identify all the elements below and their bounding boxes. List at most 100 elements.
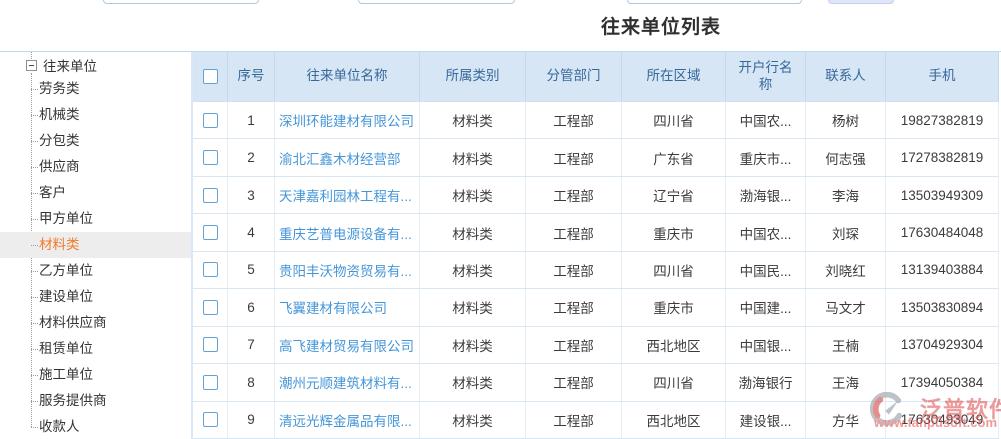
sidebar-item-label: 分包类 <box>39 133 80 148</box>
cell-region: 四川省 <box>622 251 726 289</box>
sidebar-item-label: 建设单位 <box>39 289 93 304</box>
cell-category: 材料类 <box>420 102 526 139</box>
cell-checkbox <box>193 326 228 364</box>
row-checkbox[interactable] <box>202 262 218 278</box>
cell-region: 西北地区 <box>622 401 726 438</box>
company-name-link[interactable]: 天津嘉利园林工程有... <box>275 176 420 214</box>
sidebar-item[interactable]: 机械类 <box>0 102 191 128</box>
cell-row-number: 6 <box>228 289 275 326</box>
sidebar-item-label: 客户 <box>39 185 66 200</box>
table-row: 4 重庆艺普电源设备有... 材料类 工程部 重庆市 中国农... 刘琛 176… <box>193 214 999 252</box>
cell-bank: 建设银... <box>726 401 806 438</box>
cell-row-number: 1 <box>228 102 275 139</box>
table-header-row: 序号 往来单位名称 所属类别 分管部门 所在区域 开户行名称 联系人 手机 <box>193 52 999 102</box>
table-row: 9 清远光辉金属品有限... 材料类 工程部 西北地区 建设银... 方华 17… <box>193 401 999 439</box>
company-name-link[interactable]: 高飞建材贸易有限公司 <box>275 326 420 364</box>
cell-category: 材料类 <box>420 176 526 214</box>
cell-department: 工程部 <box>526 102 622 139</box>
table-row: 8 潮州元顺建筑材料有... 材料类 工程部 四川省 渤海银行 王海 17394… <box>193 364 999 402</box>
sidebar-item[interactable]: 劳务类 <box>0 76 191 102</box>
sidebar-item[interactable]: 乙方单位 <box>0 258 191 284</box>
table-row: 3 天津嘉利园林工程有... 材料类 工程部 辽宁省 渤海银... 李海 135… <box>193 176 999 215</box>
table-row: 7 高飞建材贸易有限公司 材料类 工程部 西北地区 中国银... 王楠 1370… <box>193 326 999 365</box>
header-cell-checkbox <box>193 52 228 101</box>
sidebar-item[interactable]: 建设单位 <box>0 284 191 310</box>
cell-region: 重庆市 <box>622 214 726 251</box>
cell-row-number: 5 <box>228 251 275 289</box>
sidebar-item[interactable]: 分包类 <box>0 128 191 154</box>
cell-category: 材料类 <box>420 251 526 289</box>
cell-category: 材料类 <box>420 401 526 438</box>
sidebar-item-label: 劳务类 <box>39 81 80 96</box>
cell-contact: 刘琛 <box>806 214 886 251</box>
header-cell-phone: 手机 <box>886 52 999 101</box>
row-checkbox[interactable] <box>202 150 218 166</box>
sidebar-item[interactable]: 材料供应商 <box>0 310 191 336</box>
cell-department: 工程部 <box>526 289 622 326</box>
sidebar-item-label: 施工单位 <box>39 367 93 382</box>
cell-region: 广东省 <box>622 139 726 176</box>
row-checkbox[interactable] <box>202 299 218 315</box>
cell-row-number: 8 <box>228 364 275 401</box>
sidebar-root-label: 往来单位 <box>43 59 97 74</box>
top-button[interactable] <box>828 0 894 4</box>
cell-bank: 渤海银... <box>726 176 806 214</box>
top-input-1[interactable] <box>103 0 259 4</box>
sidebar-item[interactable]: 材料类 <box>0 232 191 258</box>
cell-department: 工程部 <box>526 401 622 438</box>
sidebar-item-label: 收款人 <box>39 419 80 434</box>
row-checkbox[interactable] <box>202 412 218 428</box>
company-name-link[interactable]: 重庆艺普电源设备有... <box>275 214 420 251</box>
cell-checkbox <box>193 251 228 289</box>
cell-region: 四川省 <box>622 102 726 139</box>
sidebar-item-label: 服务提供商 <box>39 393 107 408</box>
row-checkbox[interactable] <box>202 187 218 203</box>
sidebar-item-label: 供应商 <box>39 159 80 174</box>
cell-department: 工程部 <box>526 364 622 401</box>
company-name-link[interactable]: 贵阳丰沃物资贸易有... <box>275 251 420 289</box>
cell-phone: 13503949309 <box>886 176 999 214</box>
cell-department: 工程部 <box>526 139 622 176</box>
cell-region: 辽宁省 <box>622 176 726 214</box>
company-name-link[interactable]: 渝北汇鑫木材经营部 <box>275 139 420 176</box>
cell-bank: 中国银... <box>726 326 806 364</box>
sidebar-item[interactable]: 收款人 <box>0 414 191 439</box>
header-cell-department: 分管部门 <box>526 52 622 101</box>
sidebar-item[interactable]: 服务提供商 <box>0 388 191 414</box>
sidebar-item-label: 租赁单位 <box>39 341 93 356</box>
row-checkbox[interactable] <box>202 112 218 128</box>
sidebar-item[interactable]: 租赁单位 <box>0 336 191 362</box>
row-checkbox[interactable] <box>202 337 218 353</box>
company-name-link[interactable]: 深圳环能建材有限公司 <box>275 102 420 139</box>
table-row: 5 贵阳丰沃物资贸易有... 材料类 工程部 四川省 中国民... 刘晓红 13… <box>193 251 999 290</box>
cell-checkbox <box>193 401 228 438</box>
cell-row-number: 3 <box>228 176 275 214</box>
select-all-checkbox[interactable] <box>202 69 218 84</box>
cell-category: 材料类 <box>420 364 526 401</box>
header-cell-contact: 联系人 <box>806 52 886 101</box>
cell-category: 材料类 <box>420 214 526 251</box>
company-name-link[interactable]: 潮州元顺建筑材料有... <box>275 364 420 401</box>
company-name-link[interactable]: 清远光辉金属品有限... <box>275 401 420 438</box>
cell-checkbox <box>193 176 228 214</box>
sidebar-item-label: 乙方单位 <box>39 263 93 278</box>
sidebar-item[interactable]: 施工单位 <box>0 362 191 388</box>
sidebar-root-item[interactable]: 往来单位 <box>0 54 191 76</box>
tree-collapse-icon[interactable] <box>26 59 37 71</box>
top-input-3[interactable] <box>627 0 802 4</box>
sidebar-item-label: 机械类 <box>39 107 80 122</box>
cell-bank: 中国农... <box>726 214 806 251</box>
sidebar-item[interactable]: 客户 <box>0 180 191 206</box>
sidebar-item-label: 材料类 <box>39 237 80 252</box>
cell-phone: 13139403884 <box>886 251 999 289</box>
row-checkbox[interactable] <box>202 374 218 390</box>
cell-department: 工程部 <box>526 326 622 364</box>
sidebar-item[interactable]: 供应商 <box>0 154 191 180</box>
top-input-2[interactable] <box>358 0 515 4</box>
company-name-link[interactable]: 飞翼建材有限公司 <box>275 289 420 326</box>
row-checkbox[interactable] <box>202 225 218 241</box>
sidebar-item[interactable]: 甲方单位 <box>0 206 191 232</box>
cell-contact: 王海 <box>806 364 886 401</box>
cell-department: 工程部 <box>526 176 622 214</box>
